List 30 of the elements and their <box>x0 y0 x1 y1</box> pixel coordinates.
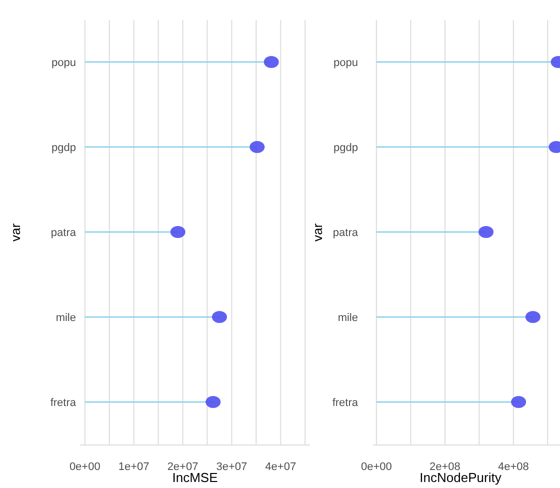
point <box>170 226 186 238</box>
point <box>511 396 526 408</box>
y-axis-title: var <box>8 222 23 242</box>
y-tick-label: pgdp <box>334 142 358 154</box>
x-tick-label: 1e+07 <box>118 461 150 473</box>
y-tick-label: patra <box>332 227 359 239</box>
y-tick-label: patra <box>50 227 77 239</box>
x-tick-label: 3e+07 <box>216 461 248 473</box>
point <box>206 396 221 408</box>
point <box>264 56 279 68</box>
y-tick-label: mile <box>338 312 358 324</box>
point <box>212 311 227 323</box>
y-tick-label: pgdp <box>52 142 76 154</box>
x-tick-label: 4e+07 <box>265 461 296 473</box>
x-tick-label: 0e+00 <box>360 461 392 473</box>
x-axis-title: IncNodePurity <box>420 470 502 485</box>
x-tick-label: 2e+07 <box>167 461 198 473</box>
x-tick-label: 2e+08 <box>429 461 460 473</box>
y-tick-label: popu <box>52 57 76 69</box>
y-tick-label: fretra <box>50 397 77 409</box>
point <box>250 141 265 153</box>
point <box>525 311 540 323</box>
y-tick-label: popu <box>334 57 358 69</box>
y-axis-title: var <box>310 222 325 242</box>
y-tick-label: mile <box>56 312 76 324</box>
x-tick-label: 4e+08 <box>498 461 529 473</box>
x-tick-label: 0e+00 <box>69 461 100 473</box>
point <box>478 226 494 238</box>
x-axis-title: IncMSE <box>172 470 218 485</box>
y-tick-label: fretra <box>332 397 359 409</box>
